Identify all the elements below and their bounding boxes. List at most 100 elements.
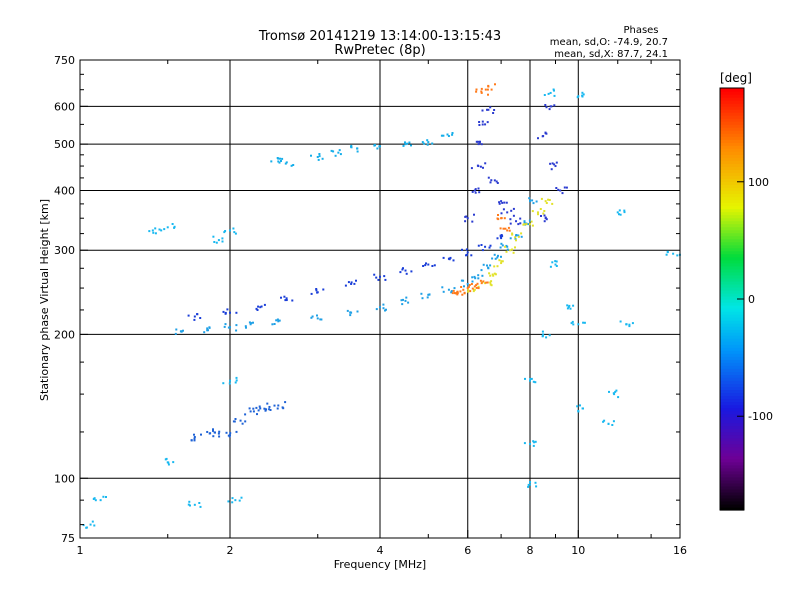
colorbar-band [720,259,744,264]
colorbar-band [720,377,744,381]
data-point-jitter [171,223,174,225]
data-point-jitter [520,232,523,235]
data-point-jitter [469,290,472,293]
data-point-jitter [410,144,412,147]
data-point-jitter [514,236,517,239]
data-point [259,306,262,309]
data-point-jitter [499,246,502,249]
data-point-jitter [500,234,503,236]
data-point [229,326,231,329]
data-point-jitter [174,332,177,335]
data-point-jitter [563,186,566,189]
data-point-jitter [338,149,341,152]
data-point-jitter [232,227,235,230]
colorbar-band [720,118,744,122]
data-point-jitter [570,322,573,325]
data-point [672,252,675,255]
data-point-jitter [431,142,434,145]
plot-area: 1 2 4 6 8 10 16 75 100 200 300 400 500 600 750 [54,54,687,557]
data-point [379,306,381,309]
data-point-jitter [462,288,465,291]
data-point-jitter [263,303,266,306]
colorbar-band [720,226,744,231]
data-point-jitter [399,271,402,274]
data-point-jitter [551,202,554,205]
colorbar-band [720,503,744,508]
y-axis-label: Stationary phase Virtual Height [km] [38,199,51,401]
data-point-jitter [583,321,586,324]
data-point-jitter [548,108,551,111]
data-point-jitter [500,242,503,245]
data-point-jitter [188,500,191,503]
colorbar-band [720,235,744,240]
colorbar-band [720,419,744,424]
data-point-jitter [502,227,505,230]
data-point [577,95,580,98]
data-point [99,499,102,502]
data-point-jitter [252,410,255,413]
data-point [523,220,526,223]
y-tick-label: 400 [54,184,75,197]
data-point-jitter [158,228,161,231]
data-point-jitter [490,88,493,91]
data-point-jitter [93,524,96,527]
data-point-jitter [402,298,404,301]
colorbar-band [720,91,744,95]
data-point-jitter [499,227,502,230]
data-point [447,288,450,291]
data-point-jitter [555,187,558,189]
data-point-jitter [467,290,470,293]
colorbar-band [720,467,744,472]
data-point-jitter [244,413,247,416]
data-point-jitter [235,430,238,433]
data-point-jitter [492,112,495,114]
data-point-jitter [571,320,574,323]
data-point-jitter [628,325,631,328]
data-point-jitter [523,442,526,445]
data-point-jitter [547,198,550,201]
data-point [239,419,242,422]
data-point-jitter [511,232,514,235]
data-point-jitter [212,428,214,431]
data-point-jitter [273,404,276,407]
data-point-jitter [552,88,555,91]
data-point-jitter [260,305,263,308]
data-point-jitter [422,265,425,267]
data-point [554,263,557,266]
colorbar-band [720,476,744,481]
data-point [529,483,531,486]
data-point-jitter [517,234,520,237]
series-group [190,401,287,442]
data-point [234,499,237,502]
data-point-jitter [555,265,558,267]
colorbar-band [720,404,744,409]
data-point-jitter [474,191,477,194]
data-point-jitter [223,231,226,234]
data-point-jitter [401,268,404,271]
colorbar-band [720,160,744,164]
data-point-jitter [456,293,459,296]
series-group [464,104,568,226]
data-point-jitter [240,496,243,499]
colorbar-band [720,121,744,125]
data-point [451,292,454,295]
data-point-jitter [529,378,532,380]
colorbar-band [720,211,744,216]
data-point-jitter [463,291,466,294]
data-point-jitter [547,92,550,95]
data-point [529,379,531,382]
data-point-jitter [234,232,237,235]
data-point-jitter [475,286,478,289]
colorbar-band [720,124,744,128]
data-point-jitter [238,499,241,502]
data-point-jitter [470,283,473,285]
colorbar-band [720,100,744,104]
data-point-jitter [537,137,539,140]
data-point-jitter [229,432,232,435]
colorbar-band [720,317,744,321]
data-point-jitter [404,141,406,144]
data-point-jitter [535,485,538,488]
data-point-jitter [318,153,321,155]
colorbar-band [720,425,744,430]
data-point-jitter [488,272,491,275]
